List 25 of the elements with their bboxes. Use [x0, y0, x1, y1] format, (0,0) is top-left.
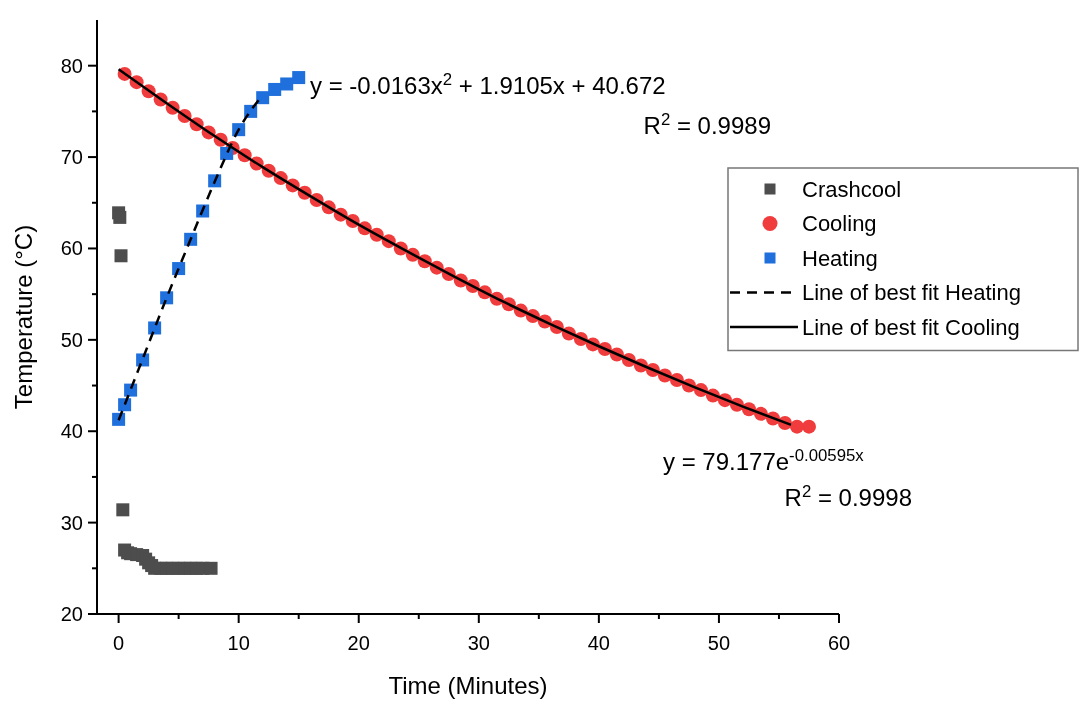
annotation: y = -0.0163x$^{2}$ + 1.9105x + 40.672: [310, 69, 666, 100]
annotation: R$^{2}$ = 0.9998: [784, 481, 912, 512]
legend-label: Heating: [802, 245, 878, 271]
y-tick-label: 60: [60, 237, 83, 260]
legend-label: Crashcool: [802, 176, 902, 202]
x-tick-label: 30: [467, 632, 490, 654]
y-tick-label: 20: [60, 603, 83, 625]
x-tick-label: 40: [587, 632, 610, 654]
x-axis-title: Time (Minutes): [388, 672, 548, 699]
x-tick-label: 0: [113, 632, 125, 654]
y-tick-label: 70: [60, 146, 83, 169]
y-tick-label: 30: [60, 511, 83, 534]
annotation: y = 79.177e$^{-0.00595x}$: [663, 445, 865, 476]
legend-label: Line of best fit Heating: [802, 280, 1021, 306]
y-tick-label: 50: [60, 328, 83, 351]
annotation: R$^{2}$ = 0.9989: [643, 109, 771, 140]
legend-label: Cooling: [802, 211, 877, 237]
y-tick-label: 40: [60, 420, 83, 443]
x-tick-label: 20: [347, 632, 370, 654]
y-axis-title: Temperature (°C): [10, 224, 37, 410]
x-tick-label: 10: [227, 632, 250, 654]
legend-label: Line of best fit Cooling: [802, 314, 1020, 340]
y-tick-label: 80: [60, 54, 83, 77]
x-tick-label: 50: [707, 632, 731, 654]
x-tick-label: 60: [827, 632, 851, 654]
